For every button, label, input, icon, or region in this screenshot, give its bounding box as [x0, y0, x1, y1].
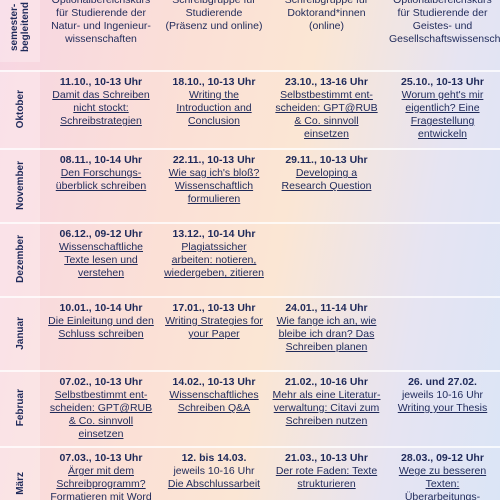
row-separator: [0, 296, 500, 370]
event-title: Die Abschlussarbeit: [167, 478, 261, 490]
event-cell: 11.10., 10-13 Uhr Damit das Schreiben nic…: [42, 76, 160, 128]
event-cell: 13.12., 10-14 Uhr Plagiatssicher arbeiten…: [160, 228, 268, 280]
event-title: Den Forschungs-überblick schreiben: [55, 167, 147, 192]
event-cell: 14.02., 10-13 Uhr Wissenschaftliches Schr…: [160, 376, 268, 415]
month-name: März: [14, 471, 26, 495]
row-separator: [0, 222, 500, 296]
month-label: Februar: [0, 370, 40, 446]
column-header: Optionalbereichskurs für Studierende der…: [389, 0, 500, 45]
row-label: semester-begleitend: [9, 2, 31, 53]
event-date: 12. bis 14.03.: [181, 452, 247, 464]
month-name: Dezember: [14, 235, 26, 283]
event-title: Ärger mit dem Schreibprogramm? Formatier…: [50, 465, 152, 500]
event-cell: 22.11., 10-13 Uhr Wie sag ich's bloß? Wis…: [160, 154, 268, 206]
event-title: Writing your Thesis: [397, 402, 488, 414]
event-date: 13.12., 10-14 Uhr: [172, 228, 256, 240]
event-date: 28.03., 09-12 Uhr: [401, 452, 484, 464]
month-label: November: [0, 148, 40, 222]
month-label: semester-begleitend: [0, 0, 40, 62]
event-title: Die Einleitung und den Schluss schreiben: [48, 315, 154, 340]
event-date: 07.02., 10-13 Uhr: [59, 376, 143, 388]
row-separator: [0, 446, 500, 500]
event-time: jeweils 10-16 Uhr: [173, 465, 255, 477]
column-header: Schreibgruppe für Studierende (Präsenz u…: [165, 0, 263, 32]
event-cell: 29.11., 10-13 Uhr Developing a Research Q…: [268, 154, 385, 193]
event-title: Plagiatssicher arbeiten: notieren, wiede…: [164, 241, 264, 279]
event-time: jeweils 10-16 Uhr: [401, 389, 484, 401]
month-name: November: [14, 160, 26, 210]
event-title: Developing a Research Question: [281, 167, 372, 192]
month-label: Januar: [0, 296, 40, 370]
row-separator: [0, 70, 500, 148]
event-title: Wissenschaftliches Schreiben Q&A: [169, 389, 259, 414]
event-title: Wie sag ich's bloß? Wissenschaftlich for…: [168, 167, 260, 205]
event-date: 10.01., 10-14 Uhr: [59, 302, 143, 314]
event-cell: 12. bis 14.03. jeweils 10-16 Uhr Die Absch…: [160, 452, 268, 491]
event-date: 18.10., 10-13 Uhr: [172, 76, 256, 88]
event-cell: 21.03., 10-13 Uhr Der rote Faden: Texte s…: [268, 452, 385, 491]
event-date: 21.03., 10-13 Uhr: [285, 452, 368, 464]
event-date: 25.10., 10-13 Uhr: [401, 76, 484, 88]
event-title: Damit das Schreiben nicht stockt: Schrei…: [52, 89, 150, 127]
event-cell: 26. und 27.02. jeweils 10-16 Uhr Writing y…: [385, 376, 500, 415]
event-date: 26. und 27.02.: [408, 376, 477, 388]
event-cell: 21.02., 10-16 Uhr Mehr als eine Literatur…: [268, 376, 385, 428]
month-label: Dezember: [0, 222, 40, 296]
month-name: Januar: [14, 316, 26, 350]
event-date: 07.03., 10-13 Uhr: [59, 452, 143, 464]
month-name: Oktober: [14, 89, 26, 129]
month-label: Oktober: [0, 70, 40, 148]
month-label: März: [0, 446, 40, 500]
event-cell: 07.02., 10-13 Uhr Selbstbestimmt ent-sche…: [42, 376, 160, 441]
event-date: 23.10., 13-16 Uhr: [285, 76, 368, 88]
event-date: 14.02., 10-13 Uhr: [172, 376, 256, 388]
event-title: Selbstbestimmt ent-scheiden: GPT@RUB & C…: [49, 389, 153, 440]
event-cell: 28.03., 09-12 Uhr Wege zu besseren Texten…: [385, 452, 500, 500]
row-separator: [0, 148, 500, 222]
event-date: 22.11., 10-13 Uhr: [172, 154, 256, 166]
event-cell: 18.10., 10-13 Uhr Writing the Introductio…: [160, 76, 268, 128]
event-title: Wie fange ich an, wie bleibe ich dran? D…: [276, 315, 377, 353]
column-header: Schreibgruppe für Doktorand*innen (onlin…: [284, 0, 369, 32]
event-title: Mehr als eine Literatur-verwaltung: Cita…: [272, 389, 381, 427]
event-date: 11.10., 10-13 Uhr: [59, 76, 143, 88]
event-title: Writing the Introduction and Conclusion: [176, 89, 252, 127]
event-cell: 07.03., 10-13 Uhr Ärger mit dem Schreibpr…: [42, 452, 160, 500]
event-cell: 23.10., 13-16 Uhr Selbstbestimmt ent-sche…: [268, 76, 385, 141]
event-cell: 08.11., 10-14 Uhr Den Forschungs-überblic…: [42, 154, 160, 193]
event-title: Worum geht's mir eigentlich? Eine Frages…: [401, 89, 484, 140]
event-date: 17.01., 10-13 Uhr: [172, 302, 256, 314]
event-cell: 17.01., 10-13 Uhr Writing Strategies for …: [160, 302, 268, 341]
event-cell: 10.01., 10-14 Uhr Die Einleitung und den …: [42, 302, 160, 341]
event-title: Der rote Faden: Texte strukturieren: [275, 465, 378, 490]
event-date: 21.02., 10-16 Uhr: [285, 376, 368, 388]
month-name: Februar: [14, 389, 26, 427]
event-date: 08.11., 10-14 Uhr: [59, 154, 143, 166]
row-separator: [0, 370, 500, 446]
event-date: 29.11., 10-13 Uhr: [285, 154, 368, 166]
event-cell: 06.12., 09-12 Uhr Wissenschaftliche Texte…: [42, 228, 160, 280]
event-cell: 24.01., 11-14 Uhr Wie fange ich an, wie b…: [268, 302, 385, 354]
event-title: Wege zu besseren Texten: Überarbeitungs-: [398, 465, 487, 500]
event-title: Selbstbestimmt ent-scheiden: GPT@RUB & C…: [275, 89, 378, 140]
event-cell: 25.10., 10-13 Uhr Worum geht's mir eigent…: [385, 76, 500, 141]
event-date: 24.01., 11-14 Uhr: [285, 302, 368, 314]
event-title: Wissenschaftliche Texte lesen und verste…: [58, 241, 144, 279]
column-header: Optionalbereichskurs für Studierende der…: [51, 0, 151, 45]
event-title: Writing Strategies for your Paper: [165, 315, 263, 340]
event-date: 06.12., 09-12 Uhr: [59, 228, 143, 240]
